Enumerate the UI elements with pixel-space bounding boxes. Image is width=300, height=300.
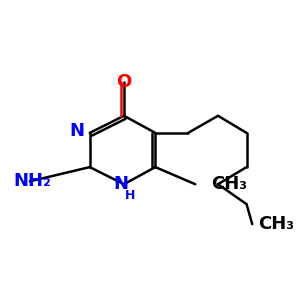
Text: N: N bbox=[114, 175, 129, 193]
Text: NH₂: NH₂ bbox=[14, 172, 52, 190]
Text: CH₃: CH₃ bbox=[211, 175, 247, 193]
Text: H: H bbox=[124, 188, 135, 202]
Text: CH₃: CH₃ bbox=[258, 215, 294, 233]
Text: N: N bbox=[69, 122, 84, 140]
Text: O: O bbox=[116, 73, 132, 91]
